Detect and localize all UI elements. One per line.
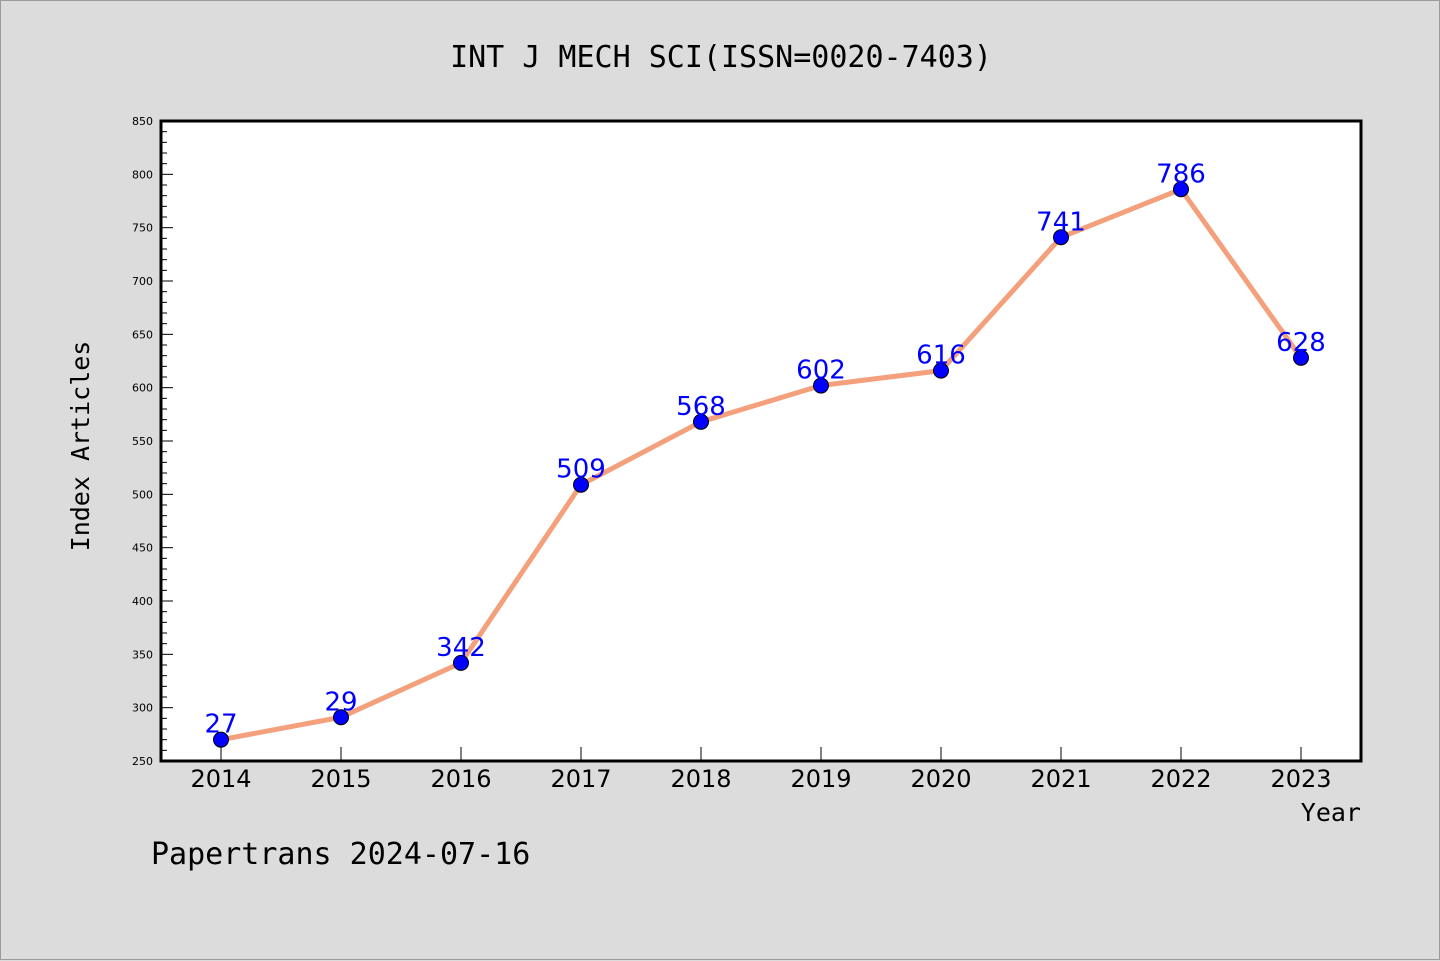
y-tick-label: 450 xyxy=(132,542,153,555)
data-point xyxy=(453,654,469,671)
data-label: 509 xyxy=(556,455,606,485)
y-tick-label: 250 xyxy=(132,755,153,768)
y-tick-label: 300 xyxy=(132,702,153,715)
x-tick-label: 2014 xyxy=(190,765,251,793)
x-axis: 2014 2015 2016 2017 2018 2019 2020 2021 2022 2023 xyxy=(190,747,1332,793)
data-point xyxy=(1053,229,1069,246)
data-point xyxy=(933,362,949,379)
x-tick-label: 2020 xyxy=(910,765,971,793)
data-label: 616 xyxy=(916,341,966,371)
data-label: 602 xyxy=(796,356,846,386)
x-tick-label: 2019 xyxy=(790,765,851,793)
x-tick-label: 2018 xyxy=(670,765,731,793)
y-tick-label: 850 xyxy=(132,115,153,128)
x-tick-label: 2023 xyxy=(1270,765,1331,793)
data-label: 786 xyxy=(1156,159,1206,189)
plot-area xyxy=(159,119,1363,763)
data-point xyxy=(333,709,349,726)
x-tick-label: 2015 xyxy=(310,765,371,793)
y-tick-label: 550 xyxy=(132,435,153,448)
data-label: 568 xyxy=(676,392,726,422)
data-point xyxy=(813,377,829,394)
x-tick-label: 2016 xyxy=(430,765,491,793)
data-label: 29 xyxy=(324,687,357,717)
x-axis-label: Year xyxy=(1301,798,1361,827)
data-point xyxy=(213,731,229,748)
data-point xyxy=(1173,181,1189,198)
footer-source-date: Papertrans 2024-07-16 xyxy=(151,837,530,872)
y-tick-label: 600 xyxy=(132,382,153,395)
data-point xyxy=(573,476,589,493)
y-tick-label: 400 xyxy=(132,595,153,608)
x-tick-label: 2021 xyxy=(1030,765,1091,793)
data-label: 741 xyxy=(1036,207,1086,237)
y-tick-label: 350 xyxy=(132,648,153,661)
y-tick-label: 700 xyxy=(132,275,153,288)
y-tick-label: 800 xyxy=(132,168,153,181)
data-label: 628 xyxy=(1276,328,1326,358)
y-tick-label: 500 xyxy=(132,488,153,501)
x-tick-label: 2022 xyxy=(1150,765,1211,793)
data-point xyxy=(1293,349,1309,366)
data-point xyxy=(693,413,709,430)
y-axis: 250 300 350 400 450 500 550 600 650 700 750 800 850 xyxy=(132,115,173,768)
x-tick-label: 2017 xyxy=(550,765,611,793)
y-tick-label: 750 xyxy=(132,222,153,235)
series-line xyxy=(218,186,1304,743)
y-axis-label: Index Articles xyxy=(66,341,95,552)
chart-title: INT J MECH SCI(ISSN=0020-7403) xyxy=(450,40,992,75)
series-index-articles: 27 29 342 509 568 602 616 741 786 628 xyxy=(204,159,1326,748)
y-tick-label: 650 xyxy=(132,328,153,341)
data-label: 342 xyxy=(436,633,486,663)
data-label: 27 xyxy=(204,710,237,740)
